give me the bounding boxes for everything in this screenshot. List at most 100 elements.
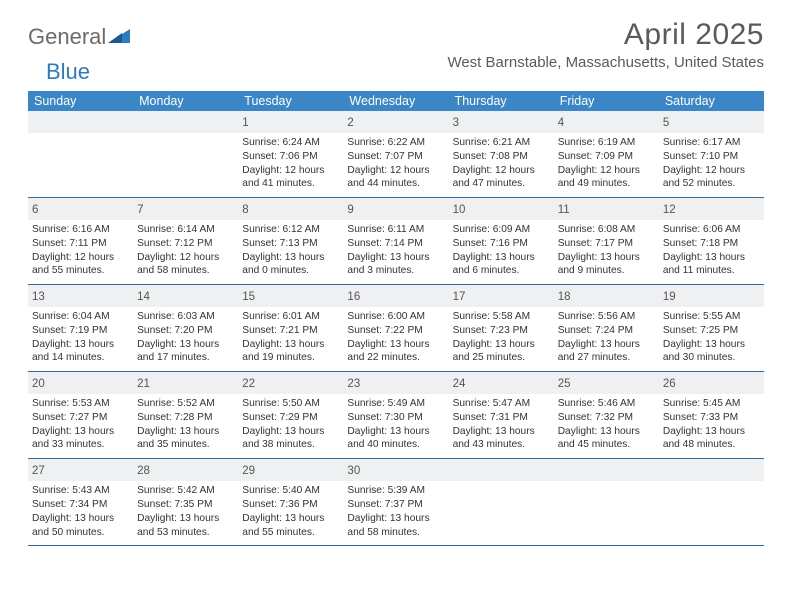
sunrise-line: Sunrise: 5:40 AM (242, 484, 339, 498)
sunrise-line: Sunrise: 6:11 AM (347, 223, 444, 237)
daylight-line: and 52 minutes. (663, 177, 760, 191)
calendar-day-cell: 24Sunrise: 5:47 AMSunset: 7:31 PMDayligh… (449, 372, 554, 458)
daylight-line: and 45 minutes. (558, 438, 655, 452)
day-number: 19 (663, 291, 676, 303)
daylight-line: and 47 minutes. (453, 177, 550, 191)
calendar-day-cell: 9 Sunrise: 6:11 AMSunset: 7:14 PMDaylight… (343, 198, 448, 284)
day-number-row: 23 (343, 372, 448, 394)
calendar-day-cell: 2Sunrise: 6:22 AMSunset: 7:07 PMDaylight… (343, 111, 448, 197)
day-number: 24 (453, 378, 466, 390)
day-number-row: 16 (343, 285, 448, 307)
day-number-row: 8 (238, 198, 343, 220)
daylight-line: Daylight: 13 hours (347, 512, 444, 526)
day-number: 18 (558, 291, 571, 303)
calendar-day-cell: 27Sunrise: 5:43 AMSunset: 7:34 PMDayligh… (28, 459, 133, 545)
day-number: 25 (558, 378, 571, 390)
daylight-line: Daylight: 13 hours (558, 425, 655, 439)
sunrise-line: Sunrise: 6:09 AM (453, 223, 550, 237)
sunset-line: Sunset: 7:16 PM (453, 237, 550, 251)
daylight-line: Daylight: 12 hours (347, 164, 444, 178)
daylight-line: and 11 minutes. (663, 264, 760, 278)
day-number: 8 (242, 204, 248, 216)
daylight-line: Daylight: 13 hours (242, 251, 339, 265)
daylight-line: and 9 minutes. (558, 264, 655, 278)
calendar-day-cell: 8Sunrise: 6:12 AMSunset: 7:13 PMDaylight… (238, 198, 343, 284)
calendar-day-cell: 25Sunrise: 5:46 AMSunset: 7:32 PMDayligh… (554, 372, 659, 458)
calendar-week: 13Sunrise: 6:04 AMSunset: 7:19 PMDayligh… (28, 285, 764, 372)
sunrise-line: Sunrise: 6:17 AM (663, 136, 760, 150)
sunrise-line: Sunrise: 5:53 AM (32, 397, 129, 411)
sunset-line: Sunset: 7:35 PM (137, 498, 234, 512)
day-header: Monday (133, 91, 238, 111)
day-number-row: 7 (133, 198, 238, 220)
sunrise-line: Sunrise: 5:52 AM (137, 397, 234, 411)
sunrise-line: Sunrise: 5:43 AM (32, 484, 129, 498)
sunrise-line: Sunrise: 5:47 AM (453, 397, 550, 411)
calendar-day-cell (659, 459, 764, 545)
calendar-day-cell: 17Sunrise: 5:58 AMSunset: 7:23 PMDayligh… (449, 285, 554, 371)
daylight-line: Daylight: 13 hours (242, 338, 339, 352)
daylight-line: Daylight: 13 hours (558, 338, 655, 352)
logo-triangle-icon (108, 27, 130, 48)
day-number: 9 (347, 204, 353, 216)
day-number: 22 (242, 378, 255, 390)
sunset-line: Sunset: 7:25 PM (663, 324, 760, 338)
sunrise-line: Sunrise: 6:16 AM (32, 223, 129, 237)
daylight-line: and 44 minutes. (347, 177, 444, 191)
daylight-line: Daylight: 13 hours (347, 425, 444, 439)
day-number-row: 15 (238, 285, 343, 307)
daylight-line: Daylight: 12 hours (558, 164, 655, 178)
calendar-day-cell: 26Sunrise: 5:45 AMSunset: 7:33 PMDayligh… (659, 372, 764, 458)
day-number: 15 (242, 291, 255, 303)
sunrise-line: Sunrise: 6:22 AM (347, 136, 444, 150)
day-number: 16 (347, 291, 360, 303)
daylight-line: Daylight: 13 hours (347, 251, 444, 265)
day-number-row: 29 (238, 459, 343, 481)
day-header: Tuesday (238, 91, 343, 111)
daylight-line: Daylight: 13 hours (242, 425, 339, 439)
day-number: 13 (32, 291, 45, 303)
daylight-line: and 14 minutes. (32, 351, 129, 365)
day-number-row: 19 (659, 285, 764, 307)
day-number: 27 (32, 465, 45, 477)
sunset-line: Sunset: 7:30 PM (347, 411, 444, 425)
daylight-line: and 19 minutes. (242, 351, 339, 365)
day-header: Saturday (659, 91, 764, 111)
calendar-day-cell: 18Sunrise: 5:56 AMSunset: 7:24 PMDayligh… (554, 285, 659, 371)
calendar-day-cell: 19Sunrise: 5:55 AMSunset: 7:25 PMDayligh… (659, 285, 764, 371)
daylight-line: and 35 minutes. (137, 438, 234, 452)
calendar-week: 6Sunrise: 6:16 AMSunset: 7:11 PMDaylight… (28, 198, 764, 285)
calendar-day-cell: 29Sunrise: 5:40 AMSunset: 7:36 PMDayligh… (238, 459, 343, 545)
sunrise-line: Sunrise: 5:45 AM (663, 397, 760, 411)
calendar-day-cell (449, 459, 554, 545)
daylight-line: Daylight: 13 hours (137, 338, 234, 352)
calendar-week: 20Sunrise: 5:53 AMSunset: 7:27 PMDayligh… (28, 372, 764, 459)
calendar-day-cell: 30Sunrise: 5:39 AMSunset: 7:37 PMDayligh… (343, 459, 448, 545)
day-number: 7 (137, 204, 143, 216)
sunset-line: Sunset: 7:36 PM (242, 498, 339, 512)
day-number: 5 (663, 117, 669, 129)
day-number-row: 18 (554, 285, 659, 307)
sunset-line: Sunset: 7:10 PM (663, 150, 760, 164)
sunset-line: Sunset: 7:34 PM (32, 498, 129, 512)
daylight-line: Daylight: 13 hours (32, 425, 129, 439)
logo: General (28, 18, 132, 50)
sunrise-line: Sunrise: 6:24 AM (242, 136, 339, 150)
location-label: West Barnstable, Massachusetts, United S… (447, 54, 764, 71)
daylight-line: and 49 minutes. (558, 177, 655, 191)
sunrise-line: Sunrise: 5:49 AM (347, 397, 444, 411)
day-number: 12 (663, 204, 676, 216)
day-number-row: 30 (343, 459, 448, 481)
calendar-day-cell: 21Sunrise: 5:52 AMSunset: 7:28 PMDayligh… (133, 372, 238, 458)
day-number: 1 (242, 117, 248, 129)
sunset-line: Sunset: 7:14 PM (347, 237, 444, 251)
day-number: 3 (453, 117, 459, 129)
calendar-day-cell: 10Sunrise: 6:09 AMSunset: 7:16 PMDayligh… (449, 198, 554, 284)
day-number: 28 (137, 465, 150, 477)
daylight-line: and 50 minutes. (32, 526, 129, 540)
daylight-line: and 58 minutes. (137, 264, 234, 278)
title-block: April 2025 West Barnstable, Massachusett… (447, 18, 764, 71)
calendar-day-cell: 3Sunrise: 6:21 AMSunset: 7:08 PMDaylight… (449, 111, 554, 197)
day-number: 2 (347, 117, 353, 129)
daylight-line: Daylight: 13 hours (137, 425, 234, 439)
